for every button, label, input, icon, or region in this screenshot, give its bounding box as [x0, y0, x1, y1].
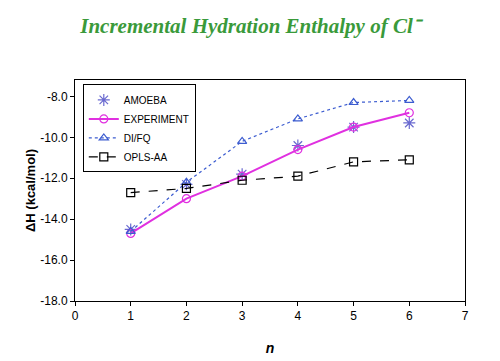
svg-text:7: 7 — [462, 309, 469, 323]
svg-text:4: 4 — [295, 309, 302, 323]
svg-text:6: 6 — [406, 309, 413, 323]
svg-text:2: 2 — [183, 309, 190, 323]
svg-text:1: 1 — [127, 309, 134, 323]
svg-text:DI/FQ: DI/FQ — [124, 133, 151, 144]
svg-text:AMOEBA: AMOEBA — [124, 95, 167, 106]
svg-text:-8.0: -8.0 — [47, 90, 68, 104]
svg-text:-12.0: -12.0 — [40, 171, 68, 185]
svg-text:ΔH (kcal/mol): ΔH (kcal/mol) — [23, 149, 38, 232]
svg-text:n: n — [266, 340, 275, 356]
svg-text:Incremental Hydration Enthalpy: Incremental Hydration Enthalpy of Cl⁻ — [79, 14, 424, 38]
svg-text:5: 5 — [350, 309, 357, 323]
svg-text:EXPERIMENT: EXPERIMENT — [124, 114, 189, 125]
svg-text:OPLS-AA: OPLS-AA — [124, 152, 168, 163]
svg-text:-14.0: -14.0 — [40, 212, 68, 226]
svg-text:-18.0: -18.0 — [40, 294, 68, 308]
svg-text:-10.0: -10.0 — [40, 131, 68, 145]
svg-text:0: 0 — [72, 309, 79, 323]
svg-text:-16.0: -16.0 — [40, 253, 68, 267]
svg-text:3: 3 — [239, 309, 246, 323]
